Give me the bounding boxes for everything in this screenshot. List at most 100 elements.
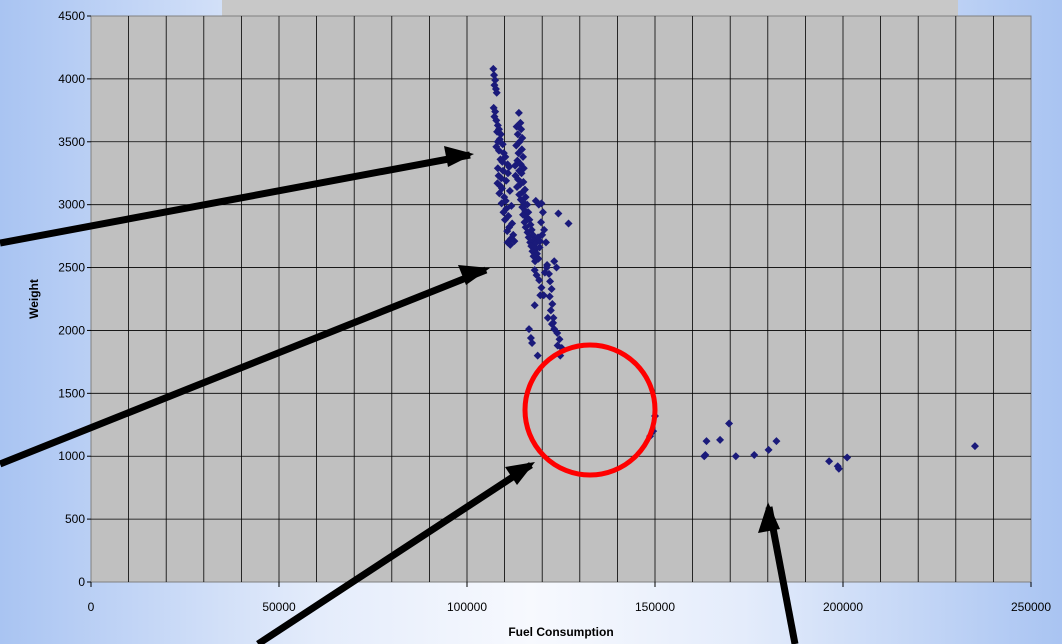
data-point	[825, 457, 834, 466]
data-point	[772, 437, 781, 446]
data-point	[970, 442, 979, 451]
data-point	[519, 152, 528, 161]
data-point	[497, 199, 506, 208]
y-axis-tick-labels: 0 500 1000 1500 2000 2500 3000 3500 4000 4500	[58, 9, 91, 589]
title-banner	[222, 0, 958, 16]
data-point	[537, 218, 546, 227]
highlight-circle	[522, 342, 658, 478]
data-point	[517, 125, 526, 134]
y-tick-label: 1500	[58, 386, 85, 400]
x-axis-title: Fuel Consumption	[508, 625, 613, 639]
data-point	[533, 351, 542, 360]
y-tick-label: 500	[65, 512, 85, 526]
data-point	[702, 437, 711, 446]
data-point	[499, 208, 508, 217]
data-point	[543, 261, 552, 270]
arrow-1-head	[444, 146, 474, 167]
data-point	[503, 227, 512, 236]
data-point	[535, 276, 544, 285]
data-point	[514, 108, 523, 117]
data-point	[537, 283, 546, 292]
data-point	[546, 277, 555, 286]
x-tick-label: 50000	[262, 600, 296, 614]
data-point	[500, 215, 509, 224]
data-point	[525, 325, 534, 334]
data-point	[731, 452, 740, 461]
arrow-3-head	[505, 462, 535, 485]
data-point	[555, 335, 564, 344]
data-point	[537, 199, 546, 208]
data-point	[550, 257, 559, 266]
data-point	[510, 237, 519, 246]
data-point	[834, 464, 843, 473]
data-point	[716, 435, 725, 444]
arrow-2-head	[458, 265, 490, 285]
data-point	[535, 237, 544, 246]
data-point	[489, 64, 498, 73]
data-point	[547, 320, 556, 329]
data-point	[545, 292, 554, 301]
data-point	[701, 450, 710, 459]
data-point	[503, 169, 512, 178]
data-point	[547, 284, 556, 293]
y-tick-label: 3000	[58, 198, 85, 212]
data-point	[512, 141, 521, 150]
data-point	[491, 76, 500, 85]
data-point	[514, 149, 523, 158]
data-point	[505, 186, 514, 195]
y-tick-label: 2500	[58, 261, 85, 275]
data-point	[536, 291, 545, 300]
data-point	[492, 88, 501, 97]
data-point	[843, 453, 852, 462]
x-tick-label: 100000	[447, 600, 487, 614]
arrow-3	[256, 462, 533, 644]
data-point	[725, 419, 734, 428]
data-point	[540, 225, 549, 234]
y-tick-label: 4000	[58, 72, 85, 86]
grid-lines	[91, 16, 1031, 582]
arrow-1	[0, 151, 471, 247]
data-point	[554, 209, 563, 218]
data-point	[541, 238, 550, 247]
y-tick-label: 3500	[58, 135, 85, 149]
x-tick-label: 0	[88, 600, 95, 614]
data-point	[548, 300, 557, 309]
annotation-arrows	[0, 146, 799, 644]
data-point	[564, 219, 573, 228]
y-axis-title: Weight	[27, 279, 41, 319]
data-point	[764, 445, 773, 454]
data-point	[498, 140, 507, 149]
data-point	[535, 243, 544, 252]
x-tick-label: 250000	[1011, 600, 1051, 614]
data-point	[531, 257, 540, 266]
y-tick-label: 0	[78, 575, 85, 589]
y-tick-label: 1000	[58, 449, 85, 463]
data-point	[513, 130, 522, 139]
data-point	[750, 450, 759, 459]
data-point	[546, 306, 555, 315]
data-point	[505, 162, 514, 171]
arrow-2	[0, 266, 488, 468]
data-point	[540, 268, 549, 277]
x-axis-tick-labels: 0 50000 100000 150000 200000 250000	[88, 582, 1051, 614]
data-point	[526, 333, 535, 342]
x-tick-label: 150000	[635, 600, 675, 614]
data-point	[491, 107, 500, 116]
data-point	[495, 189, 504, 198]
y-tick-label: 2000	[58, 323, 85, 337]
data-point	[530, 301, 539, 310]
data-point	[552, 263, 561, 272]
data-point	[538, 208, 547, 217]
data-point	[549, 313, 558, 322]
arrow-4-head	[758, 502, 780, 533]
x-tick-label: 200000	[823, 600, 863, 614]
y-tick-label: 4500	[58, 9, 85, 23]
data-point	[543, 313, 552, 322]
data-point	[511, 161, 520, 170]
data-point	[517, 169, 526, 178]
plot-area	[90, 15, 1032, 583]
data-point	[502, 176, 511, 185]
data-points	[489, 64, 979, 473]
data-point	[513, 183, 522, 192]
